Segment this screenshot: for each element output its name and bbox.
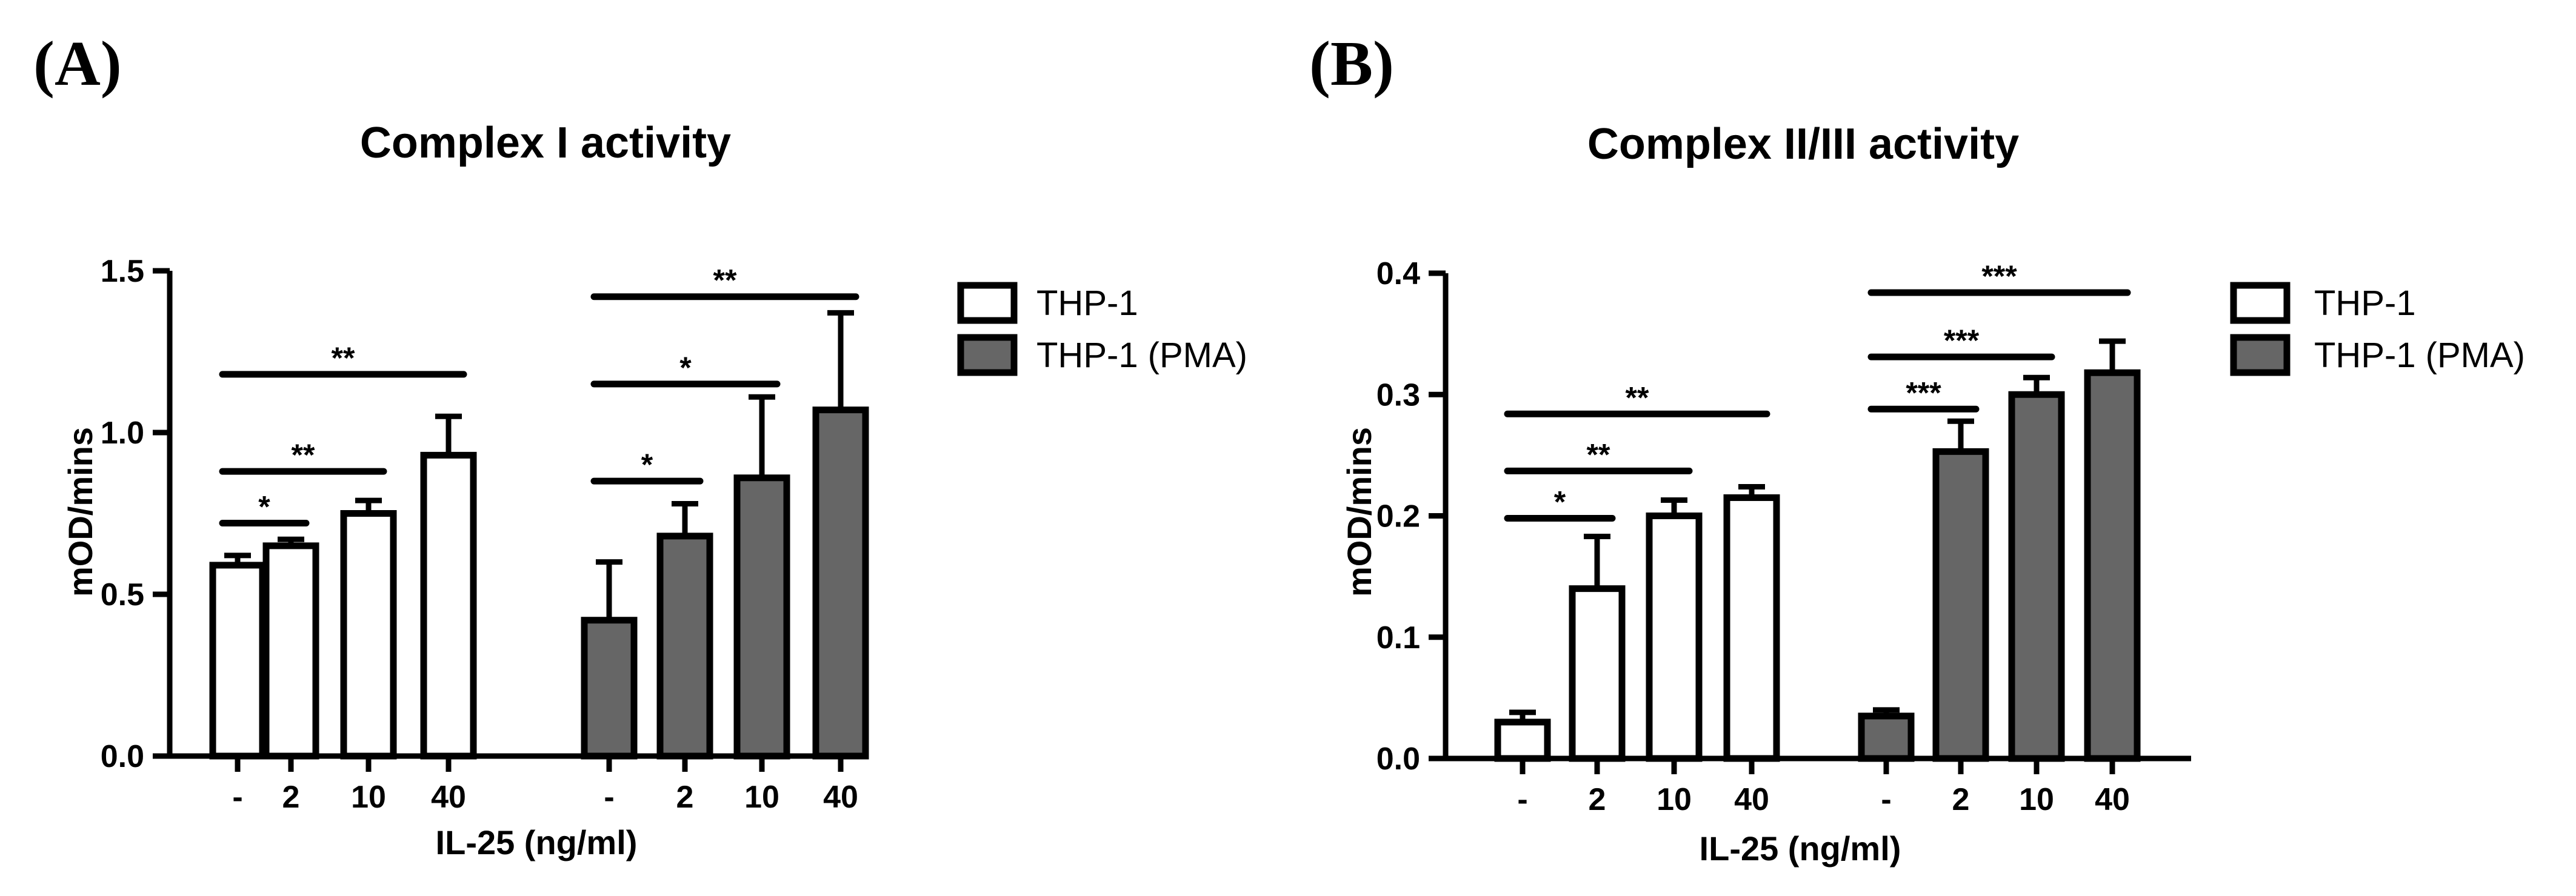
x-tick-label: 10 (1657, 782, 1692, 817)
legend-label-thp1-pma: THP-1 (PMA) (1036, 336, 1247, 375)
legend-swatch-thp1-pma (957, 334, 1018, 376)
x-tick-label: 2 (1952, 782, 1970, 817)
y-tick-label: 0.0 (101, 739, 144, 774)
bar (581, 617, 638, 760)
panel-a: (A) Complex I activity mOD/mins IL-25 (n… (33, 28, 1247, 861)
panel-label-a: (A) (33, 28, 122, 99)
y-tick-label: 0.2 (1376, 499, 1420, 534)
x-tick-label: 40 (1734, 782, 1769, 817)
bar (1569, 585, 1626, 762)
significance-label: ** (713, 264, 737, 297)
x-tick-label: 40 (431, 780, 466, 815)
x-tick-label: - (604, 780, 614, 815)
y-axis-label-a: mOD/mins (61, 427, 99, 597)
legend-swatch-thp1-pma (2230, 334, 2291, 376)
x-tick-label: 10 (2019, 782, 2054, 817)
y-tick-label: 0.3 (1376, 377, 1420, 413)
plot-area-b: 0.00.10.20.30.4- 2 10 40-2 10 40***** ********… (1376, 256, 2191, 817)
y-tick-label: 1.5 (101, 254, 144, 289)
x-tick-label: 40 (2095, 782, 2130, 817)
x-axis-label-a: IL-25 (ng/ml) (436, 823, 638, 861)
significance-label: *** (1944, 324, 1980, 357)
bar (2008, 391, 2065, 762)
bar (1494, 718, 1551, 762)
panel-label-b: (B) (1309, 28, 1394, 99)
significance-label: ** (1626, 380, 1649, 414)
y-tick-label: 0.4 (1376, 256, 1420, 291)
bar (420, 451, 477, 760)
bar (340, 510, 397, 760)
bar (2084, 369, 2141, 762)
x-tick-label: 2 (676, 780, 694, 815)
significance-label: ** (292, 438, 315, 472)
y-tick-label: 0.5 (101, 577, 144, 612)
y-tick-label: 0.1 (1376, 620, 1420, 655)
x-tick-label: - (1881, 782, 1891, 817)
x-tick-label: 10 (744, 780, 779, 815)
legend-b: THP-1 THP-1 (PMA) (2230, 282, 2525, 376)
x-tick-label: - (232, 780, 242, 815)
legend-swatch-thp1 (957, 282, 1018, 324)
bar (656, 533, 713, 760)
bar (209, 562, 266, 760)
bar (1858, 712, 1915, 762)
y-tick-label: 0.0 (1376, 742, 1420, 777)
significance-label: * (641, 448, 653, 482)
y-axis-label-b: mOD/mins (1340, 427, 1378, 597)
significance-label: * (1554, 485, 1566, 519)
legend-swatch-thp1 (2230, 282, 2291, 324)
x-tick-label: 10 (351, 780, 386, 815)
bar (733, 474, 790, 760)
y-tick-label: 1.0 (101, 416, 144, 451)
bar (1723, 494, 1780, 762)
x-tick-label: 2 (1589, 782, 1606, 817)
plot-area-a: 0.00.51.01.5- 2 10 40-2 10 40********* (101, 254, 869, 815)
legend-label-thp1: THP-1 (1036, 284, 1138, 323)
significance-label: *** (1981, 259, 2017, 293)
legend-label-thp1-pma: THP-1 (PMA) (2314, 336, 2525, 375)
x-axis-label-b: IL-25 (ng/ml) (1700, 829, 1901, 868)
bar (1646, 513, 1703, 762)
bar (812, 407, 869, 760)
x-tick-label: 2 (282, 780, 300, 815)
significance-label: * (679, 351, 692, 385)
significance-label: ** (332, 341, 355, 375)
x-tick-label: 40 (823, 780, 858, 815)
x-tick-label: - (1517, 782, 1527, 817)
legend-a: THP-1 THP-1 (PMA) (957, 282, 1247, 376)
bar (262, 542, 319, 760)
legend-label-thp1: THP-1 (2314, 284, 2416, 323)
bar (1932, 448, 1989, 762)
chart-title-a: Complex I activity (360, 119, 731, 167)
chart-title-b: Complex II/III activity (1587, 120, 2019, 168)
significance-label: *** (1906, 376, 1941, 410)
significance-label: * (258, 490, 270, 524)
significance-label: ** (1587, 437, 1610, 471)
panel-b: (B) Complex II/III activity mOD/mins IL-… (1309, 28, 2525, 868)
